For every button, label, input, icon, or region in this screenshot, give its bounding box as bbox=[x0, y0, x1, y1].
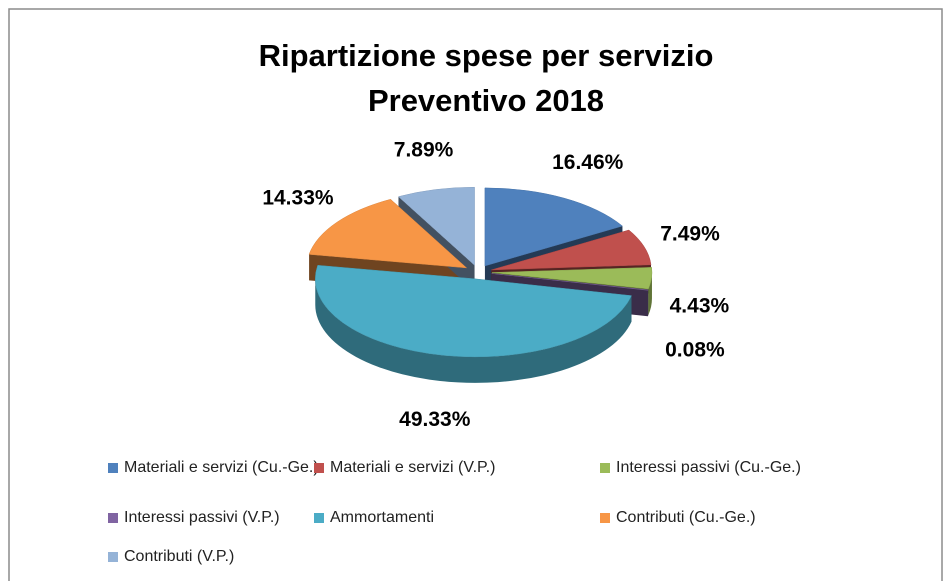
legend-label: Contributi (V.P.) bbox=[124, 548, 234, 565]
data-label: 7.89% bbox=[394, 138, 454, 161]
data-label: 0.08% bbox=[665, 339, 725, 362]
slice bbox=[308, 199, 468, 269]
legend-label: Materiali e servizi (V.P.) bbox=[330, 459, 495, 476]
slice-side bbox=[315, 278, 632, 383]
slice bbox=[491, 267, 653, 290]
legend-label: Contributi (Cu.-Ge.) bbox=[616, 509, 756, 526]
slice bbox=[484, 187, 623, 267]
slice bbox=[491, 273, 649, 291]
data-label: 4.43% bbox=[670, 295, 730, 318]
legend-swatch bbox=[108, 463, 118, 473]
legend-label: Interessi passivi (V.P.) bbox=[124, 509, 280, 526]
data-label: 49.33% bbox=[399, 408, 471, 431]
legend-swatch bbox=[108, 552, 118, 562]
slice bbox=[397, 186, 475, 266]
data-label: 7.49% bbox=[660, 222, 720, 245]
legend-label: Interessi passivi (Cu.-Ge.) bbox=[616, 459, 801, 476]
chart-title: Preventivo 2018 bbox=[368, 83, 604, 118]
slice-side bbox=[648, 272, 652, 315]
legend-label: Materiali e servizi (Cu.-Ge.) bbox=[124, 459, 319, 476]
slice bbox=[491, 229, 652, 271]
chart-title: Ripartizione spese per servizio bbox=[259, 38, 714, 73]
legend-label: Ammortamenti bbox=[330, 509, 434, 526]
slice-tops bbox=[308, 186, 653, 358]
data-label: 14.33% bbox=[262, 186, 334, 209]
legend-swatch bbox=[314, 463, 324, 473]
slice bbox=[315, 265, 632, 358]
legend-swatch bbox=[108, 513, 118, 523]
data-label: 16.46% bbox=[552, 151, 624, 174]
legend-swatch bbox=[600, 463, 610, 473]
legend-swatch bbox=[600, 513, 610, 523]
legend-swatch bbox=[314, 513, 324, 523]
